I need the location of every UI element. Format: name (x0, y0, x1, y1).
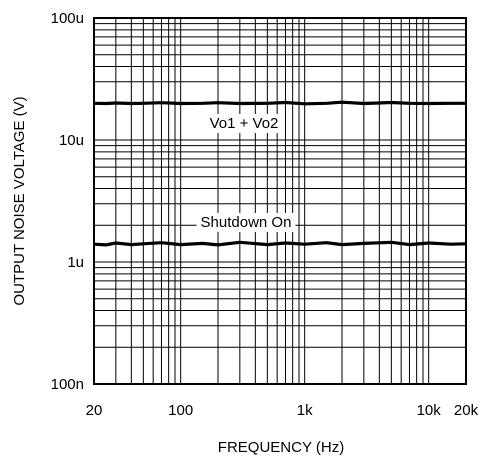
series-layer (93, 100, 467, 247)
y-axis-title: OUTPUT NOISE VOLTAGE (V) (11, 96, 28, 305)
plot-frame (93, 17, 467, 385)
y-tick-labels: 100u 10u 1u 100n (51, 10, 84, 393)
y-tick-label: 1u (67, 254, 84, 271)
x-tick-label: 100 (168, 402, 193, 419)
series-label-bg (205, 113, 283, 133)
series-line-shutdown-on (93, 240, 467, 247)
x-tick-label: 1k (297, 402, 313, 419)
series-labels: Vo1 + Vo2 Shutdown On (196, 113, 296, 232)
series-line-vo1-vo2 (93, 100, 466, 106)
x-tick-labels: 20 100 1k 10k 20k (86, 402, 479, 419)
x-tick-label: 20 (86, 402, 103, 419)
series-label-vo1-vo2: Vo1 + Vo2 (210, 115, 279, 132)
y-tick-label: 10u (59, 132, 84, 149)
x-axis-title: FREQUENCY (Hz) (218, 439, 344, 456)
x-tick-label: 10k (417, 402, 442, 419)
y-tick-label: 100u (51, 10, 84, 27)
x-tick-label: 20k (454, 402, 479, 419)
y-tick-label: 100n (51, 376, 84, 393)
series-label-bg (196, 212, 296, 232)
grid (94, 18, 466, 384)
series-label-shutdown-on: Shutdown On (201, 214, 292, 231)
